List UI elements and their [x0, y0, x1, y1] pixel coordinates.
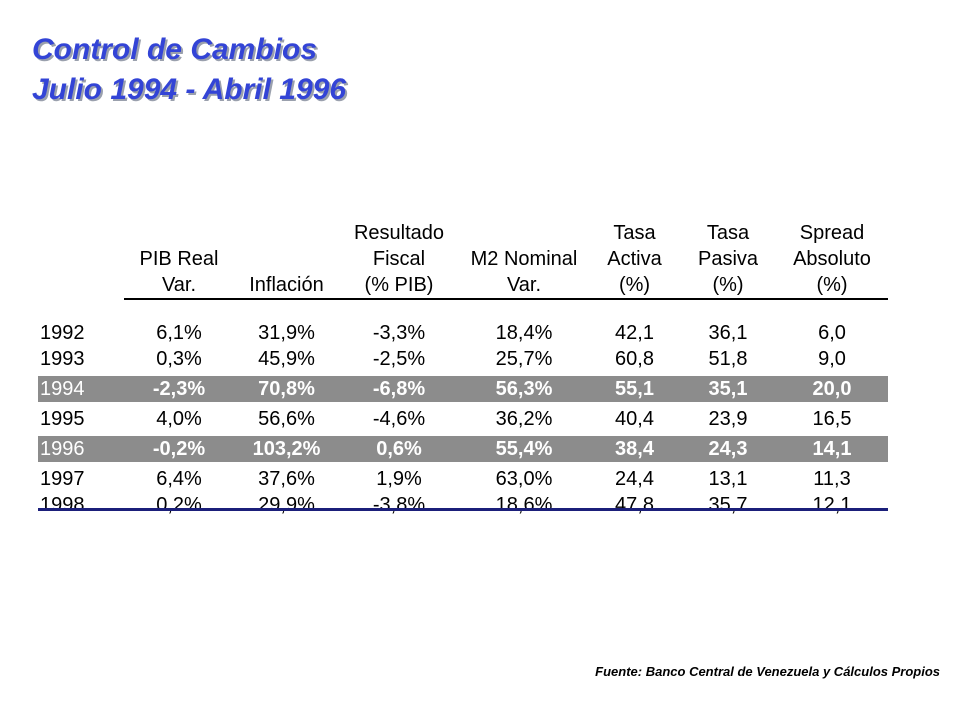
cell-m2-nominal: 36,2%: [495, 408, 553, 430]
table-row: 1995 4,0% 56,6% -4,6% 36,2% 40,4 23,9 16…: [38, 406, 888, 432]
cell-resultado-fiscal: -3,3%: [372, 322, 426, 344]
row-year: 1997: [40, 468, 85, 490]
row-year: 1992: [40, 322, 85, 344]
row-year: 1996: [38, 436, 124, 462]
cell-tasa-activa: 42,1: [615, 322, 654, 344]
cell-pib-real: 0,3%: [156, 348, 202, 370]
cell-spread-absoluto: 14,1: [776, 436, 888, 462]
cell-resultado-fiscal: -6,8%: [339, 376, 459, 402]
cell-tasa-activa: 55,1: [589, 376, 680, 402]
cell-pib-real: 0,2%: [156, 494, 202, 516]
cell-inflacion: 103,2%: [234, 436, 339, 462]
table-row: 1996 -0,2% 103,2% 0,6% 55,4% 38,4 24,3 1…: [38, 436, 888, 462]
col-header-pib-real: PIB Real Var.: [124, 216, 234, 300]
cell-inflacion: 29,9%: [258, 494, 315, 516]
cell-resultado-fiscal: -2,5%: [372, 348, 426, 370]
cell-spread-absoluto: 9,0: [818, 348, 846, 370]
cell-tasa-activa: 38,4: [589, 436, 680, 462]
table-row: 1997 6,4% 37,6% 1,9% 63,0% 24,4 13,1 11,…: [38, 466, 888, 492]
cell-spread-absoluto: 12,1: [812, 494, 852, 516]
col-header-spread-absoluto: Spread Absoluto (%): [776, 216, 888, 300]
col-header-resultado-fiscal: Resultado Fiscal (% PIB): [339, 216, 459, 300]
cell-resultado-fiscal: 1,9%: [376, 468, 422, 490]
cell-m2-nominal: 56,3%: [459, 376, 589, 402]
cell-tasa-pasiva: 13,1: [708, 468, 748, 490]
table-bottom-rule: [38, 508, 888, 511]
cell-m2-nominal: 25,7%: [495, 348, 553, 370]
row-year: 1993: [40, 348, 85, 370]
cell-tasa-activa: 40,4: [615, 408, 654, 430]
table-row: 1993 0,3% 45,9% -2,5% 25,7% 60,8 51,8 9,…: [38, 346, 888, 372]
economic-indicators-table: PIB Real Var. Inflación Resultado Fiscal…: [38, 216, 888, 518]
col-header-inflacion: Inflación: [234, 216, 339, 300]
cell-spread-absoluto: 16,5: [812, 408, 852, 430]
table-row: 1992 6,1% 31,9% -3,3% 18,4% 42,1 36,1 6,…: [38, 320, 888, 346]
cell-inflacion: 37,6%: [258, 468, 315, 490]
cell-spread-absoluto: 6,0: [818, 322, 846, 344]
cell-inflacion: 70,8%: [234, 376, 339, 402]
row-year: 1994: [38, 376, 124, 402]
cell-tasa-pasiva: 35,1: [680, 376, 776, 402]
cell-tasa-pasiva: 51,8: [708, 348, 748, 370]
cell-tasa-activa: 47,8: [615, 494, 654, 516]
year-header: [38, 216, 124, 299]
cell-spread-absoluto: 11,3: [813, 468, 851, 490]
cell-pib-real: -0,2%: [124, 436, 234, 462]
row-year: 1998: [40, 494, 85, 516]
cell-pib-real: 4,0%: [156, 408, 202, 430]
cell-inflacion: 45,9%: [258, 348, 315, 370]
cell-pib-real: 6,4%: [156, 468, 202, 490]
table-row: 1998 0,2% 29,9% -3,8% 18,6% 47,8 35,7 12…: [38, 492, 888, 518]
cell-pib-real: -2,3%: [124, 376, 234, 402]
cell-m2-nominal: 18,6%: [495, 494, 553, 516]
page-title: Control de Cambios Julio 1994 - Abril 19…: [32, 30, 346, 110]
cell-tasa-pasiva: 36,1: [708, 322, 748, 344]
cell-resultado-fiscal: -3,8%: [372, 494, 426, 516]
cell-pib-real: 6,1%: [156, 322, 202, 344]
cell-tasa-pasiva: 35,7: [708, 494, 748, 516]
cell-m2-nominal: 55,4%: [459, 436, 589, 462]
table-header-row: PIB Real Var. Inflación Resultado Fiscal…: [38, 216, 888, 300]
cell-spread-absoluto: 20,0: [776, 376, 888, 402]
col-header-tasa-activa: Tasa Activa (%): [589, 216, 680, 300]
col-header-tasa-pasiva: Tasa Pasiva (%): [680, 216, 776, 300]
cell-resultado-fiscal: -4,6%: [372, 408, 426, 430]
table-row: 1994 -2,3% 70,8% -6,8% 56,3% 55,1 35,1 2…: [38, 376, 888, 402]
title-line-2: Julio 1994 - Abril 1996: [32, 73, 347, 106]
cell-tasa-activa: 24,4: [615, 468, 654, 490]
cell-tasa-pasiva: 23,9: [708, 408, 748, 430]
title-line-1: Control de Cambios: [32, 33, 318, 66]
row-year: 1995: [40, 408, 85, 430]
cell-inflacion: 31,9%: [258, 322, 315, 344]
col-header-m2-nominal: M2 Nominal Var.: [459, 216, 589, 300]
cell-tasa-pasiva: 24,3: [680, 436, 776, 462]
cell-m2-nominal: 63,0%: [495, 468, 553, 490]
cell-inflacion: 56,6%: [258, 408, 315, 430]
cell-resultado-fiscal: 0,6%: [339, 436, 459, 462]
source-note: Fuente: Banco Central de Venezuela y Cál…: [595, 664, 940, 679]
cell-m2-nominal: 18,4%: [495, 322, 553, 344]
cell-tasa-activa: 60,8: [615, 348, 654, 370]
